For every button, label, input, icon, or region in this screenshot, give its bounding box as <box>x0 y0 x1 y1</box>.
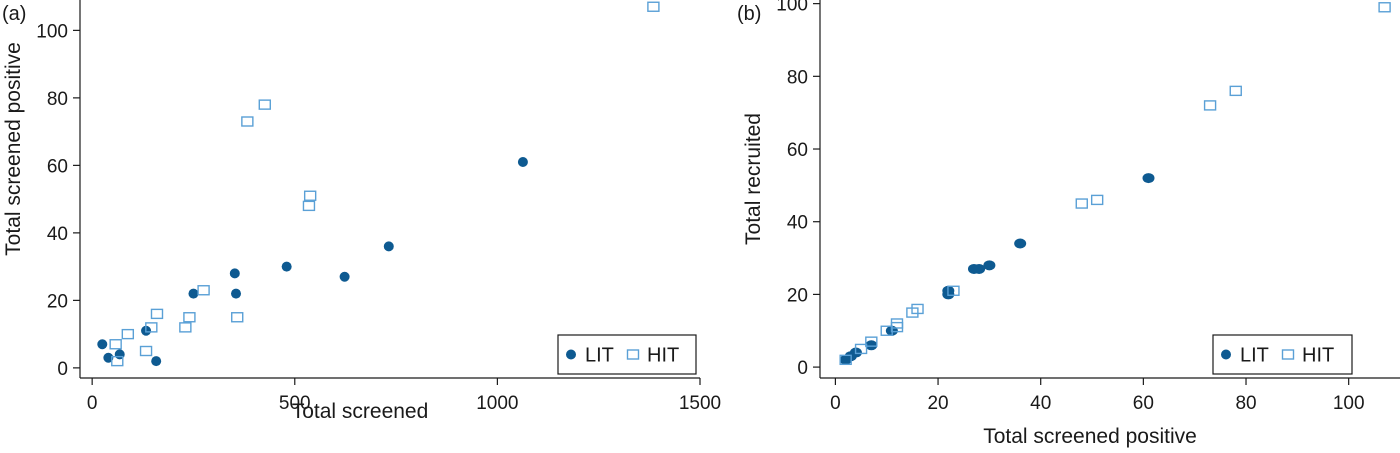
y-tick-label: 80 <box>787 67 808 88</box>
data-point-lit <box>97 339 108 350</box>
data-point-lit <box>103 352 114 363</box>
x-tick-label: 40 <box>1030 393 1051 414</box>
x-tick-label: 60 <box>1133 393 1154 414</box>
data-point-hit <box>150 308 164 320</box>
x-tick-label: 1500 <box>679 393 721 414</box>
data-point-lit <box>973 263 986 274</box>
data-point-hit <box>890 318 904 329</box>
data-point-hit <box>145 322 158 333</box>
data-point-hit <box>1075 198 1088 209</box>
y-axis-label: Total screened positive <box>2 42 25 256</box>
data-point-lit <box>517 157 528 167</box>
legend-marker-hit <box>626 349 640 360</box>
data-point-lit <box>231 288 242 299</box>
data-point-lit <box>383 241 394 252</box>
data-point-hit <box>241 116 254 127</box>
data-point-lit <box>151 356 162 367</box>
data-point-hit <box>111 355 124 367</box>
x-tick-label: 100 <box>1333 393 1365 414</box>
legend-marker-lit <box>566 349 576 360</box>
data-point-hit <box>121 328 135 340</box>
data-point-hit <box>179 322 192 333</box>
y-tick-label: 100 <box>36 21 68 42</box>
panel-b: (b) 0 20 40 60 80 100 0 20 40 60 80 100 Total screene… <box>737 0 1400 448</box>
legend: LIT HIT <box>557 334 697 375</box>
data-point-hit <box>183 312 196 323</box>
legend-label-lit: LIT <box>1240 345 1269 367</box>
data-point-hit <box>865 336 878 347</box>
y-axis-label: Total recruited <box>742 113 765 245</box>
data-point-lit <box>188 288 199 299</box>
data-point-lit <box>339 271 350 282</box>
data-point-hit <box>1203 100 1217 111</box>
data-point-hit <box>258 99 271 110</box>
legend: LIT HIT <box>1212 334 1353 375</box>
y-tick-label: 0 <box>797 358 808 379</box>
data-point-hit <box>1090 194 1104 206</box>
data-point-lit <box>281 261 292 272</box>
x-axis-label: Total screened <box>292 400 429 423</box>
x-tick-label: 80 <box>1235 393 1256 414</box>
y-tick-label: 0 <box>57 359 68 380</box>
x-tick-label: 1000 <box>476 393 518 414</box>
data-point-hit <box>1378 2 1391 13</box>
data-point-hit <box>947 285 960 296</box>
data-point-hit <box>854 343 868 355</box>
data-point-lit <box>983 260 996 271</box>
x-tick-label: 500 <box>279 393 311 414</box>
legend-marker-hit <box>1281 349 1295 360</box>
y-tick-label: 100 <box>776 0 808 16</box>
y-tick-label: 60 <box>47 156 68 177</box>
data-point-hit <box>839 354 852 366</box>
legend-label-hit: HIT <box>1302 345 1334 367</box>
data-point-lit <box>229 268 240 279</box>
legend-marker-lit <box>1221 349 1231 360</box>
x-tick-label: 0 <box>87 393 98 414</box>
x-tick-label: 20 <box>927 393 948 414</box>
x-tick-label: 0 <box>830 393 841 414</box>
data-point-hit <box>109 339 122 350</box>
y-tick-label: 80 <box>47 89 68 110</box>
panel-label: (b) <box>737 3 761 25</box>
panel-label: (a) <box>2 3 26 25</box>
data-point-lit <box>865 340 878 351</box>
legend-label-hit: HIT <box>647 345 679 367</box>
data-point-lit <box>1014 238 1027 249</box>
data-point-hit <box>911 303 924 315</box>
y-tick-label: 20 <box>787 285 808 306</box>
legend-label-lit: LIT <box>585 345 614 367</box>
data-point-hit <box>231 312 244 323</box>
data-point-hit <box>197 285 210 296</box>
data-point-hit <box>302 200 316 212</box>
data-point-lit <box>1142 173 1155 184</box>
y-tick-label: 40 <box>787 213 808 234</box>
data-point-hit <box>880 325 893 336</box>
y-tick-label: 20 <box>47 291 68 312</box>
data-point-hit <box>303 190 317 201</box>
data-point-hit <box>1229 85 1242 97</box>
x-axis-label: Total screened positive <box>983 425 1197 448</box>
data-point-hit <box>139 345 153 357</box>
data-point-hit <box>647 1 660 12</box>
y-tick-label: 60 <box>787 140 808 161</box>
y-tick-label: 40 <box>47 224 68 245</box>
